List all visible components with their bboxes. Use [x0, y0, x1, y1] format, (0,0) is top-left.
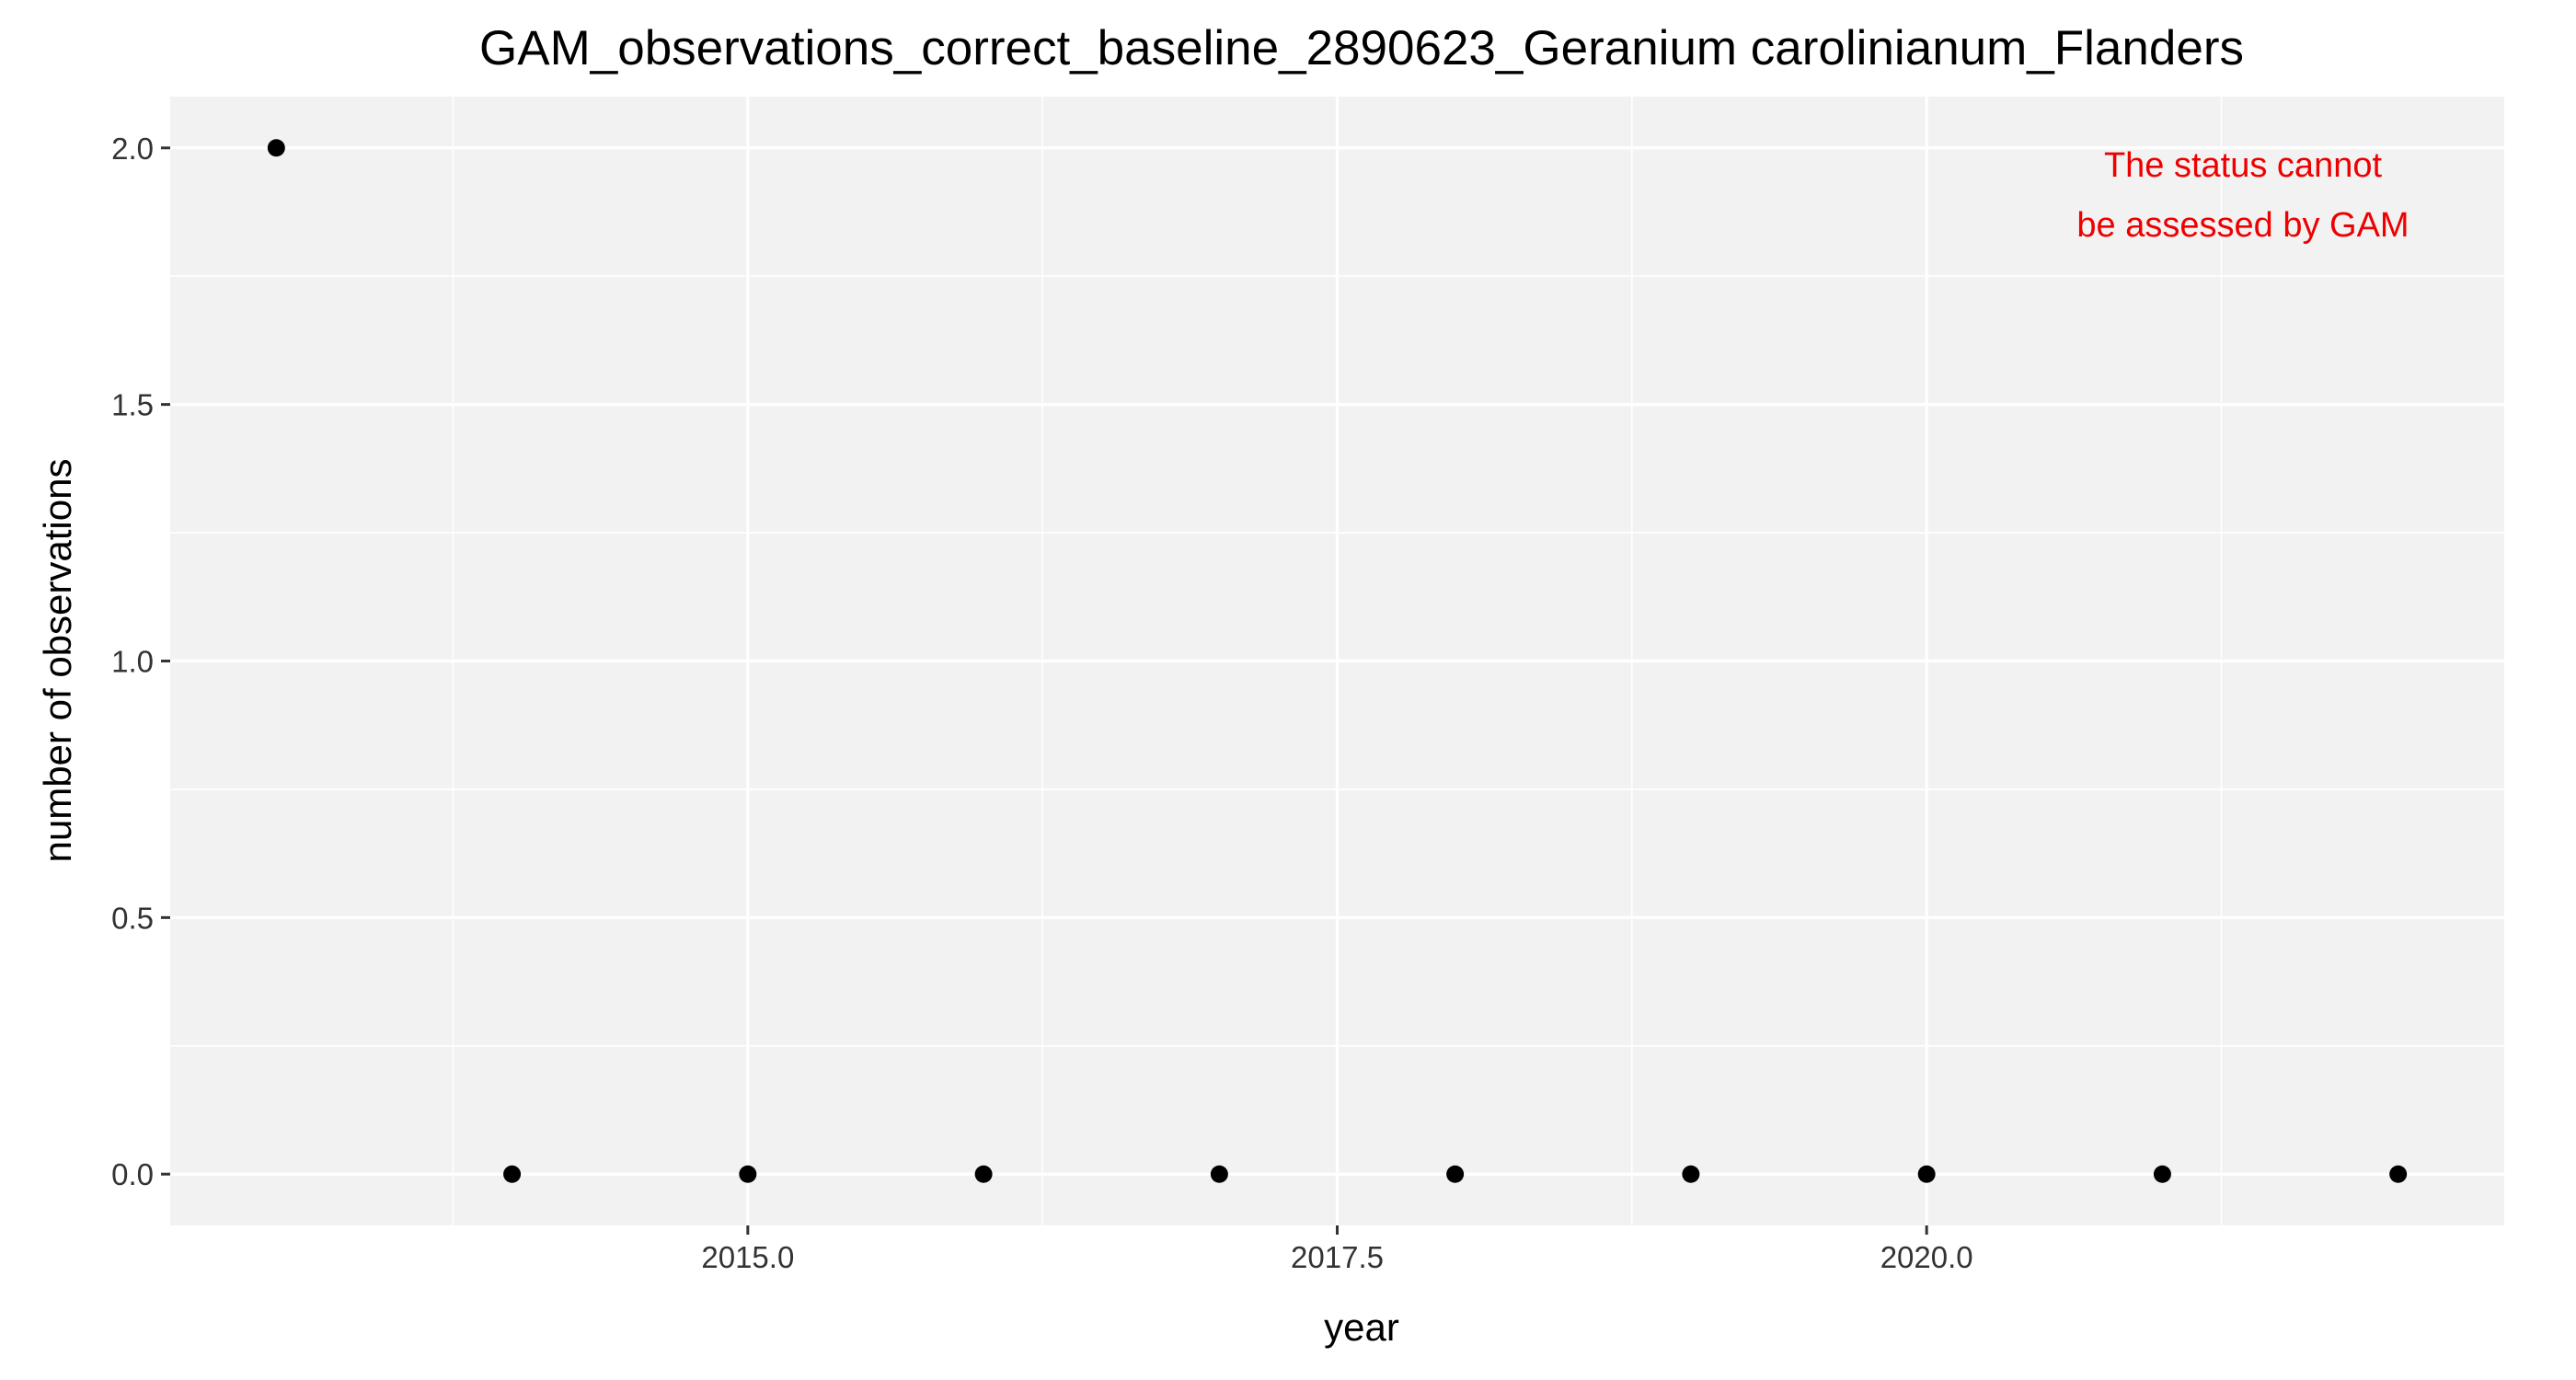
y-tick-label-1: 0.5 — [111, 901, 154, 935]
y-axis: 0.0 0.5 1.0 1.5 2.0 — [111, 132, 170, 1191]
x-tick-label-0: 2015.0 — [701, 1240, 794, 1274]
data-point-8 — [2153, 1165, 2171, 1183]
data-point-0 — [267, 139, 285, 157]
chart-title: GAM_observations_correct_baseline_289062… — [479, 21, 2244, 75]
data-point-3 — [974, 1165, 993, 1183]
y-tick-label-2: 1.0 — [111, 645, 154, 679]
y-tick-label-3: 1.5 — [111, 388, 154, 422]
x-axis-title: year — [1324, 1305, 1399, 1349]
y-tick-label-0: 0.0 — [111, 1157, 154, 1191]
y-tick-label-4: 2.0 — [111, 132, 154, 166]
data-points — [267, 139, 2408, 1183]
grid-major — [170, 97, 2504, 1225]
x-tick-label-2: 2020.0 — [1880, 1240, 1973, 1274]
status-annotation: The status cannot be assessed by GAM — [2076, 146, 2409, 245]
data-point-7 — [1917, 1165, 1936, 1183]
data-point-5 — [1446, 1165, 1465, 1183]
data-point-9 — [2389, 1165, 2408, 1183]
data-point-6 — [1682, 1165, 1700, 1183]
x-tick-label-1: 2017.5 — [1291, 1240, 1384, 1274]
data-point-4 — [1210, 1165, 1228, 1183]
data-point-2 — [739, 1165, 757, 1183]
data-point-1 — [503, 1165, 522, 1183]
y-axis-title: number of observations — [36, 459, 79, 863]
annotation-line-2: be assessed by GAM — [2076, 206, 2409, 245]
annotation-line-1: The status cannot — [2104, 146, 2383, 185]
x-axis: 2015.0 2017.5 2020.0 — [701, 1225, 1973, 1274]
